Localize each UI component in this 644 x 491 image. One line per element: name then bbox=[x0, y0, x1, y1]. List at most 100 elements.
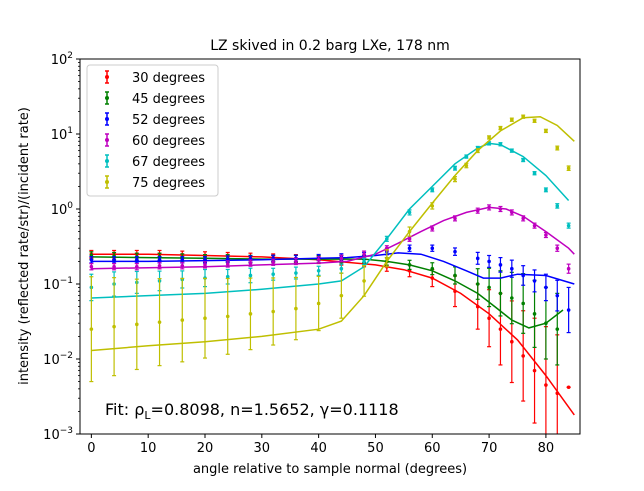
y-tick-label: 10−2 bbox=[43, 351, 73, 368]
data-point bbox=[430, 204, 435, 208]
data-point bbox=[248, 273, 253, 278]
data-point bbox=[532, 368, 537, 373]
x-tick-label: 0 bbox=[87, 441, 95, 456]
data-point bbox=[112, 258, 116, 262]
data-point bbox=[203, 263, 207, 267]
y-tick-label: 102 bbox=[51, 51, 73, 68]
data-point bbox=[521, 158, 525, 162]
x-tick-label: 60 bbox=[424, 441, 441, 456]
data-point bbox=[180, 258, 185, 262]
y-tick-label: 101 bbox=[51, 126, 73, 143]
data-point bbox=[157, 263, 162, 268]
fit-annotation-prefix: Fit: ρ bbox=[105, 400, 144, 419]
x-tick-label: 10 bbox=[140, 441, 157, 456]
data-point bbox=[532, 279, 537, 283]
data-point bbox=[407, 229, 412, 234]
x-tick-label: 20 bbox=[197, 441, 214, 456]
data-point bbox=[544, 233, 548, 237]
data-point bbox=[510, 210, 514, 215]
fit-annotation-sub: L bbox=[144, 409, 151, 422]
y-axis-label: intensity (reflected rate/str)/(incident… bbox=[17, 107, 32, 385]
data-point bbox=[203, 258, 207, 262]
data-point bbox=[510, 117, 514, 122]
data-point bbox=[544, 129, 548, 133]
data-point bbox=[510, 339, 514, 344]
x-tick-label: 40 bbox=[310, 441, 327, 456]
data-point bbox=[112, 324, 116, 329]
data-point bbox=[430, 266, 435, 271]
data-point bbox=[271, 309, 275, 314]
data-point bbox=[475, 282, 480, 286]
data-point bbox=[544, 383, 548, 387]
legend-label: 75 degrees bbox=[132, 176, 205, 191]
fit-annotation-rest: =0.8098, n=1.5652, γ=0.1118 bbox=[151, 400, 399, 419]
data-point bbox=[362, 259, 366, 264]
y-tick-label: 100 bbox=[51, 201, 74, 218]
data-point bbox=[407, 237, 412, 241]
fit-line bbox=[91, 256, 564, 329]
data-point bbox=[566, 308, 571, 312]
data-point bbox=[555, 204, 560, 208]
data-point bbox=[566, 385, 571, 390]
data-point bbox=[498, 142, 503, 147]
data-point bbox=[532, 118, 537, 123]
fit-annotation: Fit: ρL=0.8098, n=1.5652, γ=0.1118 bbox=[105, 400, 399, 422]
legend-marker-dot bbox=[105, 180, 109, 184]
data-point bbox=[566, 223, 571, 228]
data-point bbox=[430, 188, 435, 192]
data-point bbox=[180, 263, 185, 268]
data-point bbox=[294, 271, 298, 275]
legend-item: 45 degrees bbox=[105, 91, 205, 107]
data-point bbox=[475, 256, 480, 261]
data-point bbox=[498, 291, 503, 296]
data-point bbox=[203, 316, 207, 320]
data-point bbox=[475, 208, 480, 213]
data-point bbox=[135, 264, 139, 269]
data-point bbox=[316, 258, 321, 262]
legend-marker-dot bbox=[105, 138, 109, 142]
data-point bbox=[294, 259, 298, 264]
fit-line bbox=[91, 206, 575, 270]
legend-label: 30 degrees bbox=[132, 71, 205, 86]
legend-marker-dot bbox=[105, 159, 109, 163]
data-point bbox=[544, 188, 548, 192]
data-point bbox=[385, 256, 389, 261]
data-point bbox=[112, 264, 116, 269]
data-point bbox=[180, 318, 185, 322]
data-point bbox=[555, 293, 560, 298]
data-point bbox=[521, 301, 525, 306]
data-point bbox=[362, 252, 366, 256]
x-tick-label: 30 bbox=[254, 441, 271, 456]
data-point bbox=[498, 327, 503, 331]
data-point bbox=[510, 296, 514, 300]
data-point bbox=[555, 146, 560, 150]
chart-title: LZ skived in 0.2 barg LXe, 178 nm bbox=[210, 38, 450, 54]
data-point bbox=[385, 237, 389, 241]
data-point bbox=[294, 306, 298, 311]
data-point bbox=[339, 293, 344, 298]
data-point bbox=[566, 166, 571, 170]
data-point bbox=[487, 205, 491, 210]
data-point bbox=[225, 274, 230, 279]
data-point bbox=[498, 207, 503, 211]
data-point bbox=[407, 246, 412, 251]
y-tick-label: 10−3 bbox=[43, 426, 73, 443]
legend-marker-dot bbox=[105, 75, 109, 79]
data-point bbox=[487, 316, 491, 320]
series-1 bbox=[89, 249, 575, 434]
x-tick-label: 70 bbox=[481, 441, 498, 456]
ticks-layer: 0 10 20 30 40 50 60 70 80 10−3 10−2 10−1 100 101 102 bbox=[43, 51, 554, 456]
data-point bbox=[225, 314, 230, 319]
data-point bbox=[225, 262, 230, 266]
data-point bbox=[498, 126, 503, 130]
data-point bbox=[271, 272, 275, 277]
data-point bbox=[487, 259, 491, 264]
legend-label: 52 degrees bbox=[132, 113, 205, 128]
data-point bbox=[464, 163, 469, 168]
data-point bbox=[510, 148, 514, 153]
legend-box bbox=[86, 64, 219, 197]
data-point bbox=[248, 261, 253, 265]
data-point bbox=[339, 266, 344, 271]
data-point bbox=[385, 246, 389, 251]
data-point bbox=[453, 289, 457, 294]
